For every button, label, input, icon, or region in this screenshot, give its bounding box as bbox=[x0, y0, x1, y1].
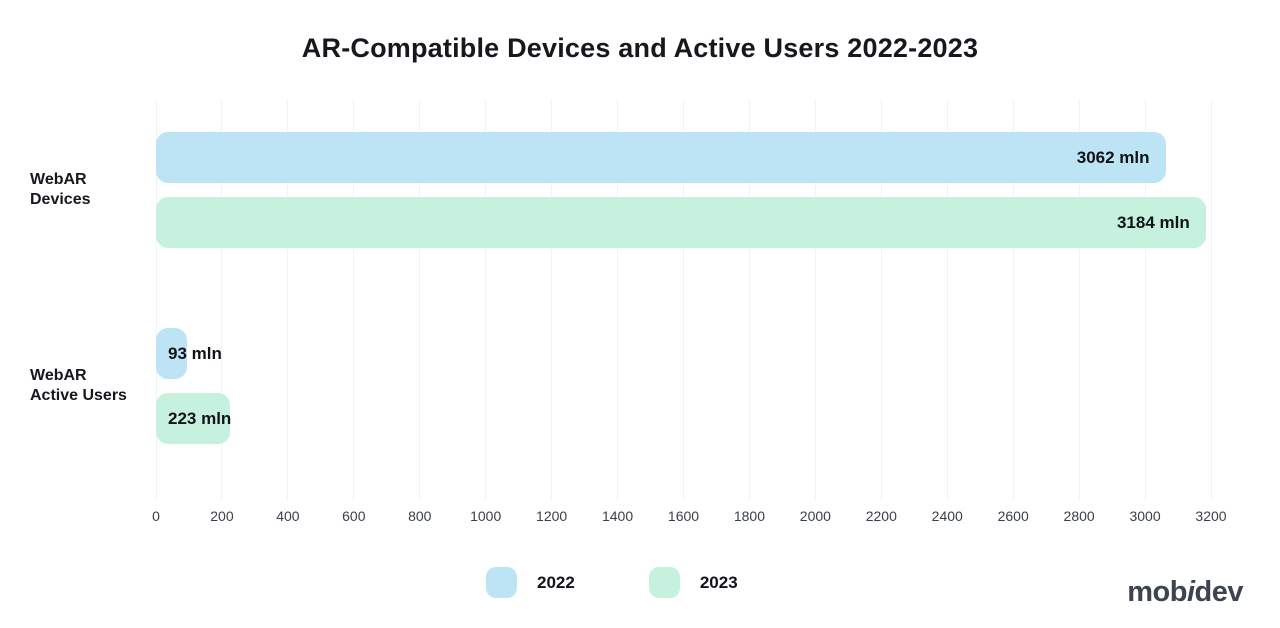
category-label-line: Devices bbox=[30, 191, 91, 208]
x-tick-label-2800: 2800 bbox=[1063, 508, 1095, 524]
x-tick-label-2400: 2400 bbox=[931, 508, 963, 524]
chart-title: AR-Compatible Devices and Active Users 2… bbox=[301, 33, 979, 63]
gridline-1600 bbox=[683, 100, 684, 500]
legend-label-2022: 2022 bbox=[537, 572, 575, 592]
category-label-webar-devices: WebAR Devices bbox=[30, 170, 155, 210]
gridline-800 bbox=[419, 100, 421, 500]
x-tick-label-600: 600 bbox=[342, 508, 366, 524]
x-tick-label-1200: 1200 bbox=[536, 508, 568, 524]
x-tick-label-800: 800 bbox=[408, 508, 432, 524]
x-tick-label-400: 400 bbox=[276, 508, 300, 524]
plot-area: 3062 mln 3184 mln 93 mln 223 mln bbox=[155, 100, 1212, 500]
gridline-1400 bbox=[617, 100, 619, 500]
gridline-2200 bbox=[880, 100, 882, 500]
x-axis: 0 200 400 600 800 1000 1200 1400 1600 1800 2000 220… bbox=[0, 508, 1280, 528]
logo-text-right: dev bbox=[1194, 576, 1244, 608]
gridline-0 bbox=[155, 100, 157, 500]
gridline-3200 bbox=[1210, 100, 1212, 500]
gridline-1200 bbox=[551, 100, 553, 500]
gridline-3000 bbox=[1144, 100, 1146, 500]
legend-swatch-2022 bbox=[486, 567, 517, 598]
gridline-1800 bbox=[748, 100, 750, 500]
x-tick-label-2600: 2600 bbox=[997, 508, 1029, 524]
bar-2022-webar-active-users: 93 mln bbox=[156, 328, 222, 379]
bar-2023-webar-devices: 3184 mln bbox=[156, 197, 1206, 248]
logo-text-accent: i bbox=[1186, 576, 1195, 608]
mobidev-logo: mobidev bbox=[1127, 576, 1243, 609]
x-tick-label-1600: 1600 bbox=[667, 508, 700, 524]
gridline-2400 bbox=[946, 100, 948, 500]
x-tick-label-1800: 1800 bbox=[733, 508, 766, 524]
x-tick-label-2000: 2000 bbox=[799, 508, 831, 524]
bar-2023-webar-active-users: 223 mln bbox=[156, 393, 232, 444]
x-tick-label-3200: 3200 bbox=[1195, 508, 1227, 524]
bar-value-label: 93 mln bbox=[168, 344, 222, 363]
gridline-600 bbox=[353, 100, 355, 500]
category-label-webar-active-users: WebAR Active Users bbox=[30, 366, 155, 406]
gridline-200 bbox=[221, 100, 223, 500]
gridline-2000 bbox=[814, 100, 816, 500]
bar-value-label: 3062 mln bbox=[1076, 148, 1150, 167]
x-tick-label-3000: 3000 bbox=[1129, 508, 1161, 524]
gridline-2600 bbox=[1012, 100, 1014, 500]
legend-swatch-2023 bbox=[648, 567, 680, 598]
gridline-400 bbox=[287, 100, 289, 500]
gridline-2800 bbox=[1078, 100, 1080, 500]
legend-item-2022: 2022 bbox=[486, 567, 575, 598]
legend-item-2023: 2023 bbox=[648, 567, 738, 598]
x-tick-label-2200: 2200 bbox=[865, 508, 897, 524]
x-tick-label-0: 0 bbox=[152, 508, 160, 524]
bar-value-label: 3184 mln bbox=[1116, 213, 1190, 232]
bar-2022-webar-devices: 3062 mln bbox=[156, 132, 1166, 183]
category-label-line: WebAR bbox=[30, 171, 87, 188]
bar-value-label: 223 mln bbox=[168, 409, 232, 428]
category-label-line: Active Users bbox=[30, 387, 127, 404]
x-tick-label-200: 200 bbox=[210, 508, 234, 524]
legend: 2022 2023 bbox=[486, 567, 738, 598]
gridline-1000 bbox=[485, 100, 487, 500]
logo-text-left: mob bbox=[1127, 576, 1187, 608]
category-label-line: WebAR bbox=[30, 367, 87, 384]
x-tick-label-1000: 1000 bbox=[470, 508, 502, 524]
legend-label-2023: 2023 bbox=[699, 572, 738, 592]
x-tick-label-1400: 1400 bbox=[601, 508, 634, 524]
